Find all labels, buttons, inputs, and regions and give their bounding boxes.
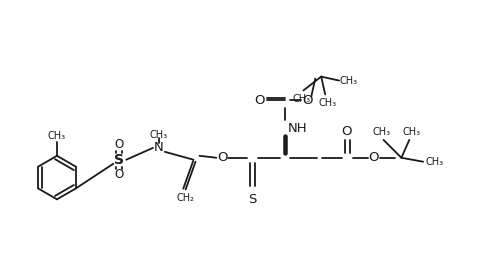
Text: CH₂: CH₂: [177, 193, 195, 203]
Text: CH₃: CH₃: [426, 157, 444, 167]
Text: CH₃: CH₃: [292, 94, 310, 104]
Text: N: N: [154, 141, 164, 154]
Text: O: O: [115, 168, 124, 181]
Text: CH₃: CH₃: [372, 127, 391, 137]
Text: CH₃: CH₃: [150, 130, 168, 140]
Text: O: O: [341, 125, 352, 137]
Text: O: O: [217, 151, 227, 164]
Text: O: O: [302, 94, 312, 107]
Text: CH₃: CH₃: [402, 127, 420, 137]
Text: CH₃: CH₃: [340, 76, 358, 85]
Text: O: O: [115, 138, 124, 151]
Text: S: S: [114, 153, 124, 167]
Text: NH: NH: [287, 122, 307, 135]
Text: S: S: [248, 193, 256, 206]
Text: CH₃: CH₃: [318, 98, 336, 108]
Text: CH₃: CH₃: [48, 131, 66, 141]
Text: O: O: [254, 94, 265, 107]
Text: O: O: [369, 151, 379, 164]
